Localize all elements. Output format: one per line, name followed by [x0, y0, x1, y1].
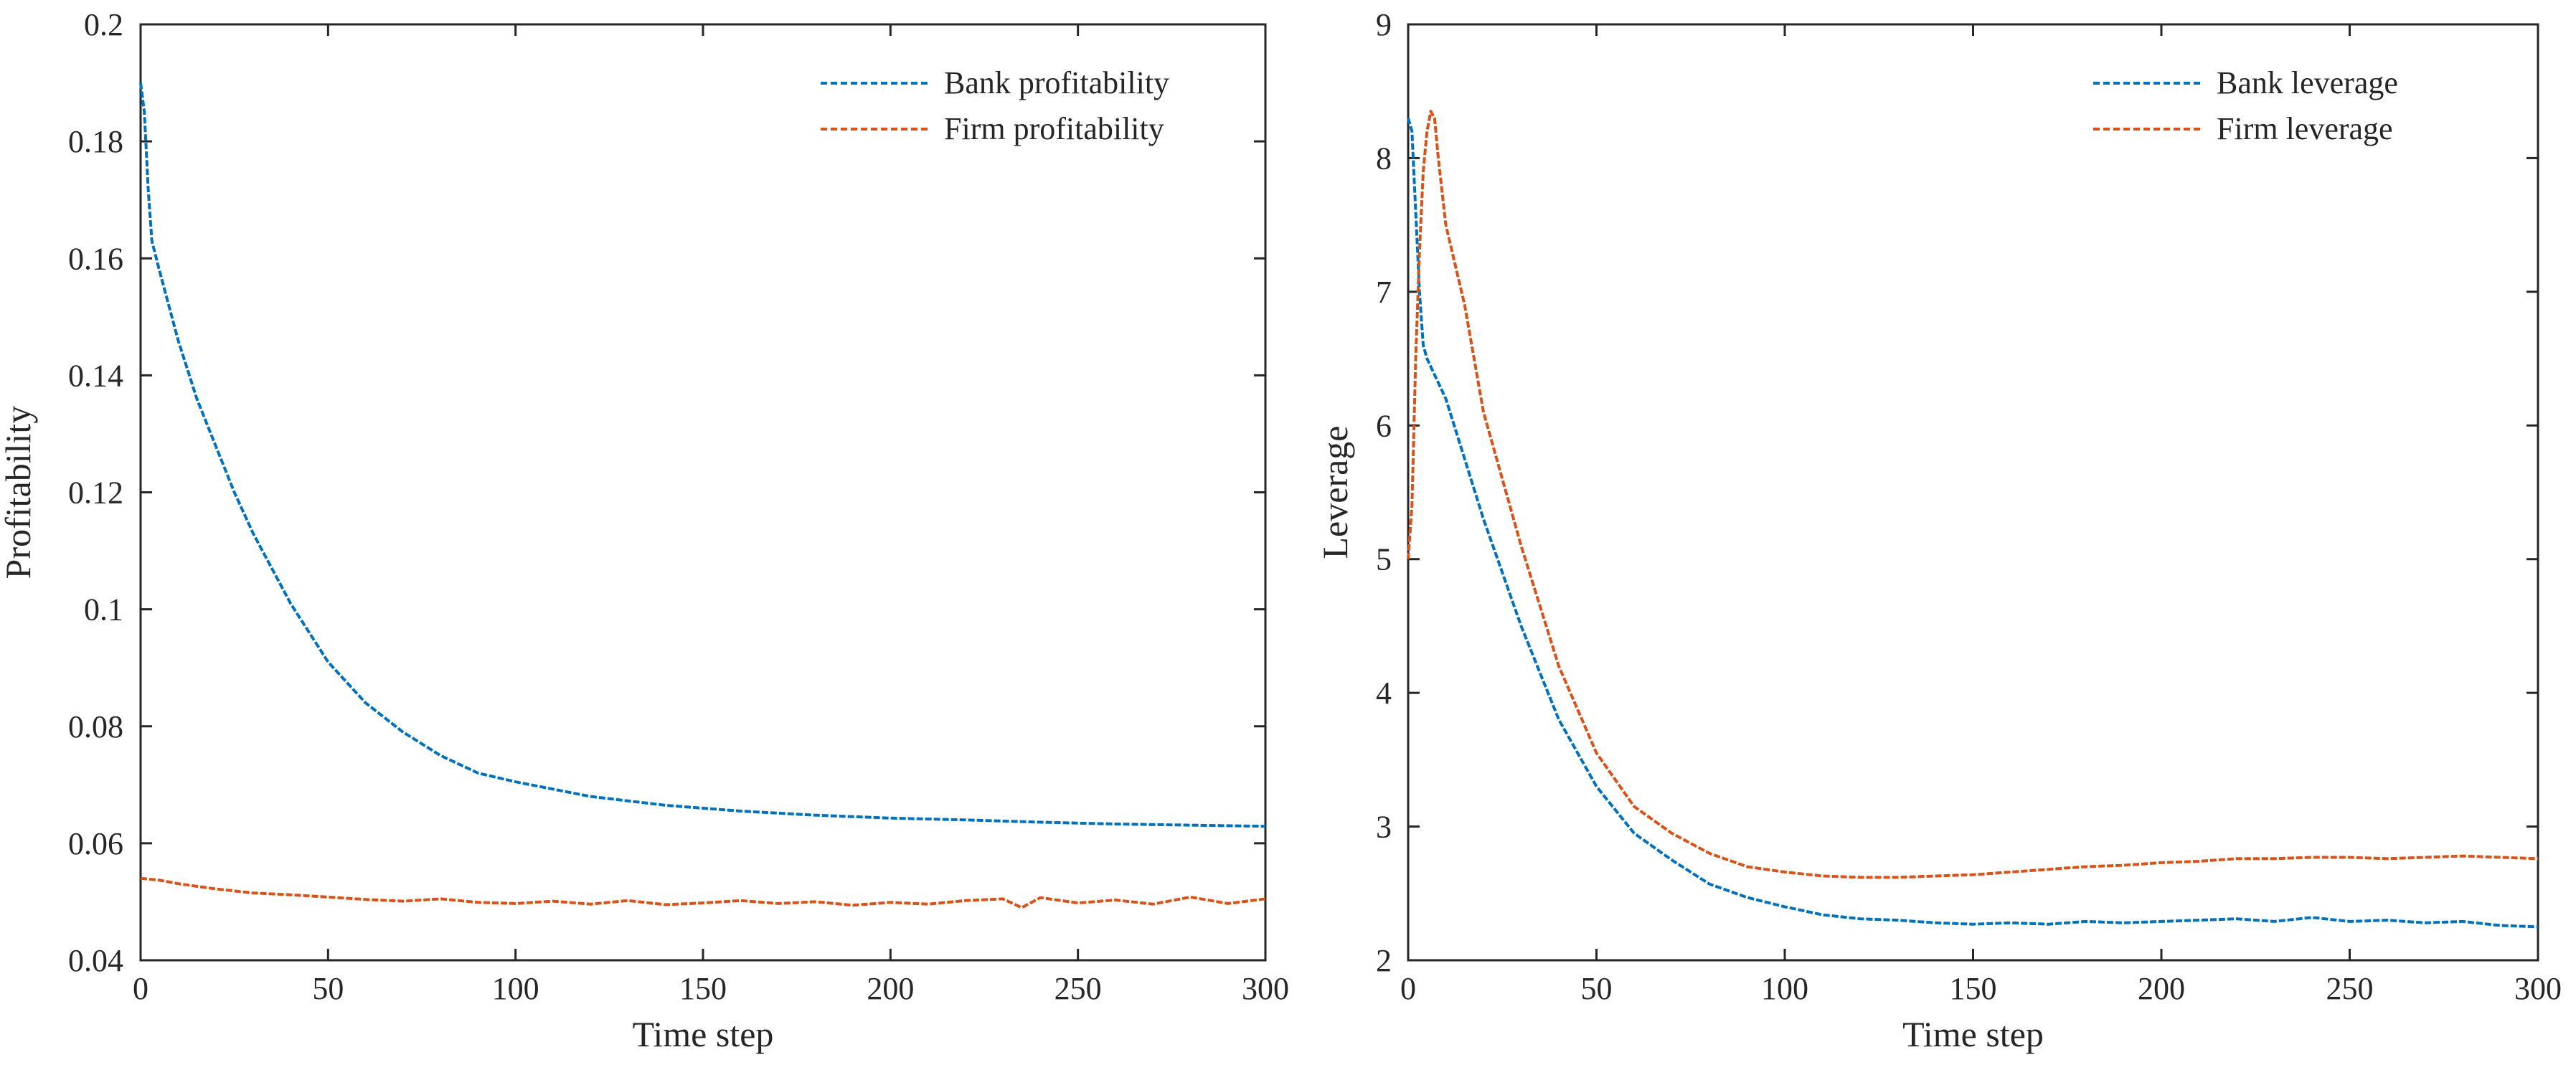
- x-tick-label: 0: [133, 971, 148, 1006]
- y-tick-label: 9: [1376, 7, 1392, 42]
- x-tick-label: 50: [1581, 971, 1613, 1006]
- legend-label-bank-profitability: Bank profitability: [944, 65, 1169, 100]
- firm-leverage-line: [1407, 110, 2539, 879]
- y-tick-label: 0.1: [84, 592, 123, 628]
- legend-label-firm-profitability: Firm profitability: [944, 111, 1164, 146]
- y-tick-label: 0.06: [68, 826, 123, 861]
- y-tick-label: 0.2: [84, 7, 123, 42]
- plot-frame: [139, 23, 1267, 962]
- x-tick-label: 150: [1950, 971, 1997, 1006]
- y-tick-label: 0.14: [68, 358, 123, 393]
- legend-label-bank-leverage: Bank leverage: [2217, 65, 2398, 100]
- y-tick-label: 0.12: [68, 475, 123, 511]
- x-tick-label: 250: [2326, 971, 2374, 1006]
- y-tick-label: 6: [1376, 408, 1392, 443]
- x-axis-label: Time step: [633, 1014, 774, 1054]
- plot-frame: [1407, 23, 2539, 962]
- x-tick-label: 50: [312, 971, 344, 1006]
- y-tick-label: 0.18: [68, 124, 123, 159]
- y-tick-label: 0.16: [68, 241, 123, 276]
- bank-profitability-line: [139, 82, 1266, 828]
- profitability-chart: 0 50 100 150 200 250 300 0.04 0.06 0.08 0.1 0.12 0.1…: [0, 7, 1289, 1054]
- y-tick-label: 4: [1376, 676, 1392, 711]
- bank-leverage-line: [1407, 117, 2539, 929]
- x-tick-label: 300: [1242, 971, 1289, 1006]
- y-axis-label: Profitability: [0, 406, 38, 579]
- y-tick-label: 3: [1376, 810, 1392, 845]
- x-tick-label: 200: [2138, 971, 2185, 1006]
- x-tick-label: 200: [867, 971, 914, 1006]
- leverage-chart: 0 50 100 150 200 250 300 2 3 4 5 6 7 8 9 Time step Lever…: [1315, 7, 2562, 1054]
- y-tick-label: 0.08: [68, 709, 123, 744]
- x-tick-label: 100: [1761, 971, 1808, 1006]
- x-tick-label: 300: [2514, 971, 2562, 1006]
- x-tick-label: 100: [492, 971, 539, 1006]
- y-tick-label: 7: [1376, 275, 1392, 310]
- firm-profitability-line: [140, 876, 1266, 909]
- legend-label-firm-leverage: Firm leverage: [2217, 111, 2393, 146]
- x-tick-label: 250: [1055, 971, 1102, 1006]
- y-tick-label: 8: [1376, 141, 1392, 176]
- x-axis-label: Time step: [1902, 1014, 2044, 1054]
- y-axis-label: Leverage: [1315, 426, 1355, 559]
- y-tick-label: 5: [1376, 542, 1392, 577]
- y-tick-label: 2: [1376, 943, 1392, 978]
- x-tick-label: 150: [679, 971, 727, 1006]
- x-tick-label: 0: [1400, 971, 1416, 1006]
- y-tick-label: 0.04: [68, 943, 123, 978]
